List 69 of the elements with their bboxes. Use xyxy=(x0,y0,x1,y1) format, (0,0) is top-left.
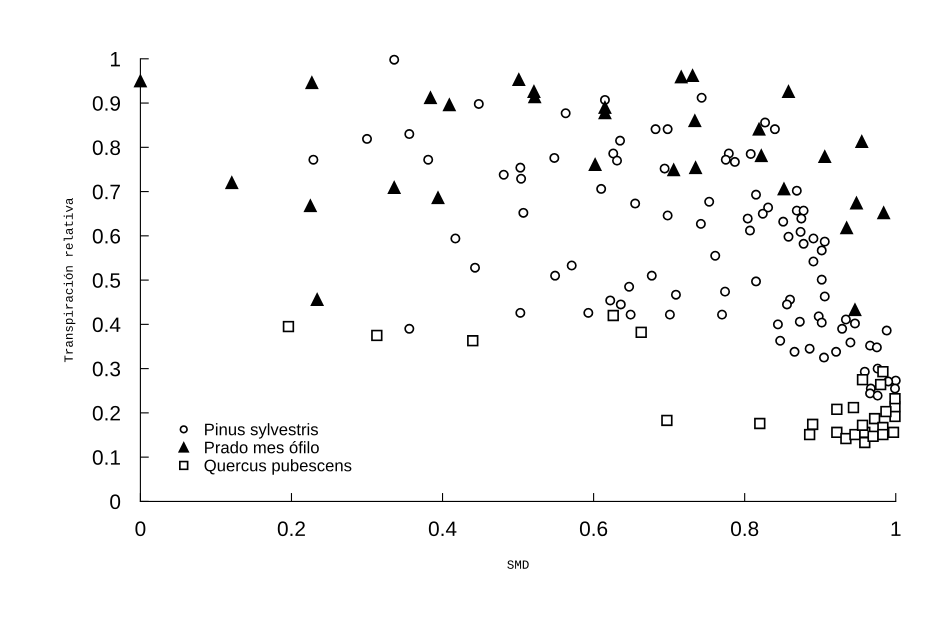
point xyxy=(806,418,818,430)
point xyxy=(874,378,886,390)
point xyxy=(424,91,437,104)
point xyxy=(856,374,868,386)
point xyxy=(888,426,900,438)
point xyxy=(134,74,147,88)
point xyxy=(848,303,862,316)
y-tick-label: 0.2 xyxy=(92,406,120,421)
point xyxy=(831,404,843,416)
point xyxy=(754,418,766,430)
point xyxy=(305,76,318,90)
point xyxy=(432,191,444,204)
y-axis-title: Transpiración relativa xyxy=(64,198,76,362)
y-tick-label: 0.5 xyxy=(92,273,120,288)
point xyxy=(856,420,868,431)
y-tick-label: 0 xyxy=(110,494,120,510)
point xyxy=(588,158,602,171)
point xyxy=(512,73,526,86)
point xyxy=(855,135,868,148)
point xyxy=(310,293,324,306)
point xyxy=(674,70,688,84)
x-axis-title: SMD xyxy=(507,560,529,569)
point xyxy=(282,320,294,332)
x-tick-label: 0.6 xyxy=(580,521,608,536)
point xyxy=(388,181,401,194)
legend-label: Prado mes ófilo xyxy=(205,440,319,454)
legend-label: Pinus sylvestris xyxy=(205,423,318,439)
point xyxy=(442,98,456,112)
point xyxy=(225,176,238,190)
point xyxy=(782,85,795,98)
point xyxy=(818,150,832,164)
point xyxy=(877,206,890,220)
point xyxy=(831,426,843,438)
x-tick-label: 1 xyxy=(892,522,901,536)
point xyxy=(752,122,766,136)
y-tick-label: 0.8 xyxy=(92,140,120,156)
y-tick-label: 1 xyxy=(110,52,120,66)
point xyxy=(778,182,790,196)
point xyxy=(689,161,702,174)
y-tick-label: 0.6 xyxy=(92,228,120,244)
point xyxy=(850,196,863,210)
point xyxy=(686,69,699,82)
y-tick-label: 0.7 xyxy=(92,184,120,200)
point xyxy=(661,414,673,426)
point xyxy=(889,393,901,404)
point xyxy=(840,221,854,234)
point xyxy=(868,412,880,424)
point xyxy=(467,335,478,346)
point xyxy=(636,326,647,338)
point xyxy=(608,310,619,322)
point xyxy=(371,330,383,342)
x-tick-label: 0.4 xyxy=(428,521,456,536)
point xyxy=(804,428,816,440)
y-tick-label: 0.9 xyxy=(92,96,120,111)
point xyxy=(667,164,680,176)
point xyxy=(754,149,768,162)
legend-label: Quercus pubescens xyxy=(204,459,352,475)
y-tick-label: 0.4 xyxy=(92,317,120,332)
point xyxy=(877,428,889,440)
point xyxy=(688,114,702,128)
point xyxy=(880,406,892,418)
y-tick-label: 0.3 xyxy=(92,362,120,376)
point xyxy=(848,402,860,414)
y-tick-label: 0.1 xyxy=(92,450,120,465)
x-tick-label: 0 xyxy=(135,521,146,536)
x-tick-label: 0.2 xyxy=(278,521,305,536)
point xyxy=(877,366,889,378)
point xyxy=(304,199,317,212)
x-tick-label: 0.8 xyxy=(731,521,758,536)
